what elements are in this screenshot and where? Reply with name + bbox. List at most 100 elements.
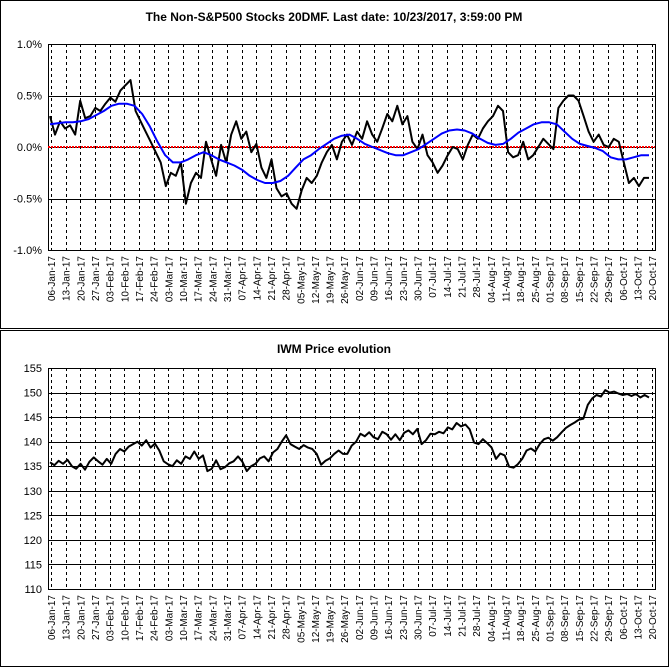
top-x-tick-label: 14-Jul-17 — [443, 256, 454, 298]
bottom-x-tick-label: 02-Jun-17 — [355, 595, 366, 640]
top-x-tick-label: 24-Feb-17 — [150, 256, 161, 303]
top-x-tick-label: 02-Jun-17 — [355, 256, 366, 301]
top-x-tick-label: 26-May-17 — [340, 256, 351, 304]
top-chart-x-axis: 06-Jan-17 13-Jan-17 20-Jan-17 27-Jan-17 03-F… — [47, 256, 659, 304]
bottom-x-tick-label: 13-Jan-17 — [62, 595, 73, 640]
top-x-tick-label: 16-Jun-17 — [384, 256, 395, 301]
bottom-x-tick-label: 28-Apr-17 — [282, 595, 293, 640]
top-x-tick-label: 28-Jul-17 — [472, 256, 483, 298]
top-y-tick-label: 1.0% — [17, 39, 42, 51]
bottom-x-tick-label: 11-Aug-17 — [502, 595, 513, 641]
bottom-x-tick-label: 16-Jun-17 — [384, 595, 395, 640]
top-x-tick-label: 08-Sep-17 — [560, 256, 571, 303]
top-x-tick-label: 31-Mar-17 — [223, 256, 234, 303]
bottom-x-tick-label: 01-Sep-17 — [546, 595, 557, 642]
top-x-tick-label: 24-Mar-17 — [208, 256, 219, 303]
top-x-tick-label: 14-Apr-17 — [252, 256, 263, 301]
bottom-x-tick-label: 10-Feb-17 — [120, 595, 131, 642]
bottom-x-tick-label: 10-Mar-17 — [179, 595, 190, 642]
bottom-x-tick-label: 17-Feb-17 — [135, 595, 146, 642]
top-x-tick-label: 13-Jan-17 — [62, 256, 73, 301]
bottom-x-tick-label: 19-May-17 — [326, 595, 337, 643]
top-x-tick-label: 15-Sep-17 — [575, 256, 586, 303]
bottom-x-tick-label: 27-Jan-17 — [91, 595, 102, 640]
bottom-chart-y-axis: 155 150 145 140 135 130 125 120 115 110 — [24, 363, 42, 596]
bottom-x-tick-label: 31-Mar-17 — [223, 595, 234, 642]
bottom-y-tick-label: 140 — [24, 437, 42, 449]
top-x-tick-label: 30-Jun-17 — [414, 256, 425, 301]
top-x-tick-label: 06-Oct-17 — [619, 256, 630, 301]
top-y-tick-label: -1.0% — [13, 245, 42, 257]
bottom-x-tick-label: 29-Sep-17 — [604, 595, 615, 642]
bottom-y-tick-label: 155 — [24, 363, 42, 375]
top-series-main-line — [49, 79, 649, 210]
top-x-tick-label: 22-Sep-17 — [589, 256, 600, 303]
top-x-tick-label: 28-Apr-17 — [282, 256, 293, 301]
bottom-series-main-line — [49, 389, 650, 473]
bottom-y-tick-label: 135 — [24, 461, 42, 473]
top-x-tick-label: 03-Mar-17 — [164, 256, 175, 303]
top-x-tick-label: 01-Sep-17 — [546, 256, 557, 303]
top-x-tick-label: 05-May-17 — [296, 256, 307, 304]
bottom-x-tick-label: 06-Oct-17 — [619, 595, 630, 640]
bottom-x-tick-label: 23-Jun-17 — [399, 595, 410, 640]
bottom-x-tick-label: 07-Jul-17 — [428, 595, 439, 637]
bottom-y-tick-label: 125 — [24, 510, 42, 522]
bottom-x-tick-label: 21-Apr-17 — [267, 595, 278, 640]
bottom-x-tick-label: 06-Jan-17 — [47, 595, 58, 640]
top-x-tick-label: 11-Aug-17 — [502, 256, 513, 302]
bottom-chart-grid — [48, 368, 656, 590]
bottom-chart-plot — [49, 389, 650, 473]
bottom-chart-x-axis: 06-Jan-17 13-Jan-17 20-Jan-17 27-Jan-17 03-F… — [47, 595, 659, 643]
bottom-x-tick-label: 24-Feb-17 — [150, 595, 161, 642]
top-x-tick-label: 04-Aug-17 — [487, 256, 498, 303]
top-x-tick-label: 20-Jan-17 — [76, 256, 87, 301]
top-series-avg-line — [49, 102, 649, 184]
bottom-y-tick-label: 145 — [24, 412, 42, 424]
top-panel-border — [0, 0, 669, 329]
bottom-x-tick-label: 22-Sep-17 — [589, 595, 600, 642]
bottom-x-tick-label: 05-May-17 — [296, 595, 307, 643]
bottom-x-tick-label: 20-Jan-17 — [76, 595, 87, 640]
bottom-y-tick-label: 120 — [24, 535, 42, 547]
bottom-x-tick-label: 26-May-17 — [340, 595, 351, 643]
top-x-tick-label: 17-Mar-17 — [194, 256, 205, 303]
top-x-tick-label: 17-Feb-17 — [135, 256, 146, 303]
top-x-tick-label: 19-May-17 — [326, 256, 337, 304]
bottom-x-tick-label: 15-Sep-17 — [575, 595, 586, 642]
bottom-x-tick-label: 25-Aug-17 — [531, 595, 542, 642]
bottom-x-tick-label: 03-Feb-17 — [106, 595, 117, 642]
bottom-x-tick-label: 03-Mar-17 — [164, 595, 175, 642]
bottom-x-tick-label: 20-Oct-17 — [648, 595, 659, 640]
top-x-tick-label: 23-Jun-17 — [399, 256, 410, 301]
bottom-x-tick-label: 09-Jun-17 — [370, 595, 381, 640]
bottom-x-tick-label: 04-Aug-17 — [487, 595, 498, 642]
bottom-y-tick-label: 110 — [24, 584, 42, 596]
bottom-chart-title: IWM Price evolution — [277, 342, 391, 356]
bottom-x-tick-label: 14-Apr-17 — [252, 595, 263, 640]
bottom-y-tick-label: 115 — [24, 559, 42, 571]
bottom-x-tick-label: 12-May-17 — [311, 595, 322, 643]
top-x-tick-label: 07-Apr-17 — [238, 256, 249, 301]
bottom-x-tick-label: 21-Jul-17 — [458, 595, 469, 637]
top-x-tick-label: 27-Jan-17 — [91, 256, 102, 301]
top-y-tick-label: 0.5% — [17, 91, 42, 103]
top-chart-title: The Non-S&P500 Stocks 20DMF. Last date: … — [146, 10, 523, 24]
top-x-tick-label: 03-Feb-17 — [106, 256, 117, 303]
top-x-tick-label: 21-Apr-17 — [267, 256, 278, 301]
top-x-tick-label: 07-Jul-17 — [428, 256, 439, 298]
top-chart-y-axis: 1.0% 0.5% 0.0% -0.5% -1.0% — [13, 39, 42, 257]
bottom-x-tick-label: 07-Apr-17 — [238, 595, 249, 640]
bottom-plot-area — [48, 368, 656, 590]
top-x-tick-label: 25-Aug-17 — [531, 256, 542, 303]
top-x-tick-label: 13-Oct-17 — [633, 256, 644, 301]
top-x-tick-label: 12-May-17 — [311, 256, 322, 304]
top-x-tick-label: 29-Sep-17 — [604, 256, 615, 303]
top-y-tick-label: -0.5% — [13, 194, 42, 206]
bottom-x-tick-label: 13-Oct-17 — [633, 595, 644, 640]
top-x-tick-label: 21-Jul-17 — [458, 256, 469, 298]
top-x-tick-label: 10-Feb-17 — [120, 256, 131, 303]
top-y-tick-label: 0.0% — [17, 142, 42, 154]
